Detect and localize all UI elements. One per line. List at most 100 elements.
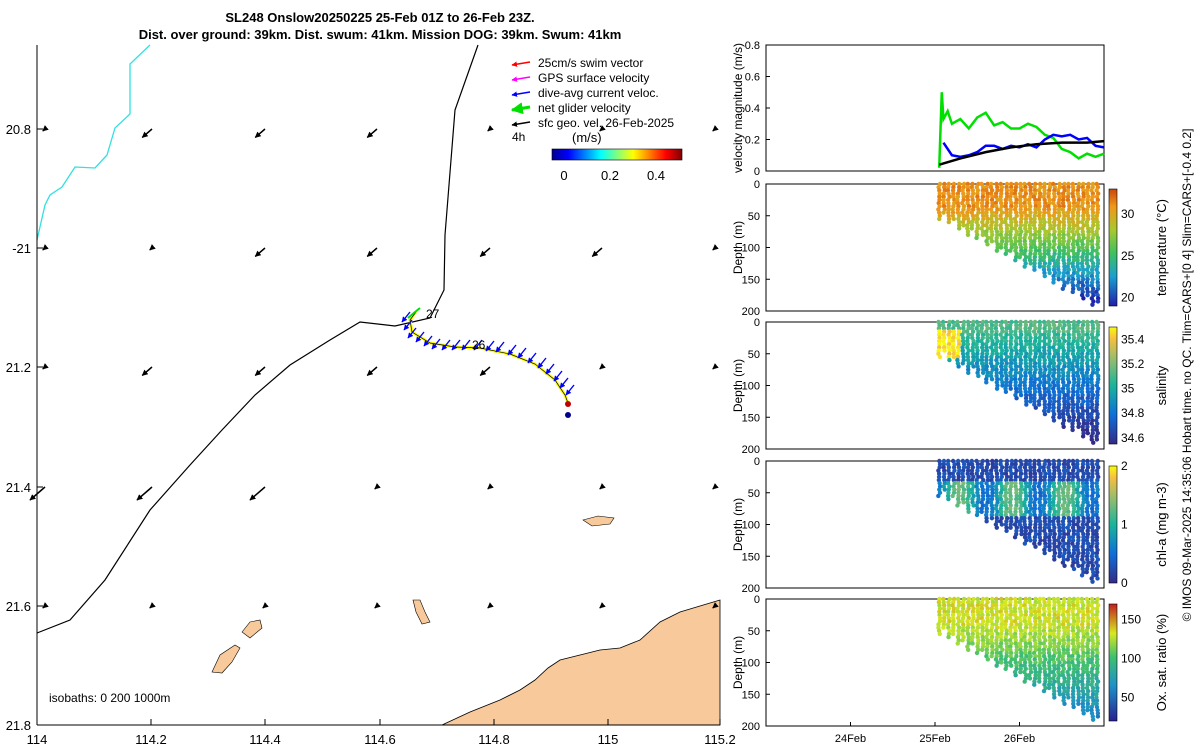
profile-data-point	[1019, 512, 1024, 518]
profile-data-point	[1060, 386, 1066, 391]
profile-data-point	[1055, 615, 1061, 621]
profile-data-point	[1047, 392, 1052, 398]
profile-data-point	[984, 647, 989, 652]
profile-data-point	[951, 619, 956, 624]
profile-data-point	[1008, 506, 1013, 511]
geo-velocity-arrow	[712, 244, 719, 251]
depth-axis-label: Depth (m)	[731, 221, 745, 274]
profile-data-point	[1056, 625, 1061, 630]
profile-data-point	[974, 512, 980, 518]
profile-data-point	[1046, 647, 1051, 652]
profile-data-point	[961, 213, 967, 218]
profile-data-point	[941, 468, 947, 473]
profile-data-point	[1080, 682, 1085, 687]
profile-data-point	[1094, 550, 1100, 556]
profile-data-point	[1066, 357, 1072, 363]
profile-data-point	[990, 461, 995, 467]
profile-data-point	[1095, 351, 1101, 356]
profile-data-point	[1052, 688, 1057, 694]
profile-data-point	[1091, 424, 1096, 429]
profile-data-point	[965, 210, 970, 215]
profile-data-point	[966, 370, 971, 375]
profile-data-point	[1008, 663, 1014, 668]
profile-data-point	[984, 204, 989, 209]
profile-data-point	[1085, 326, 1090, 331]
map-y-tick-label: 20.8	[6, 122, 31, 137]
profile-data-point	[1071, 411, 1076, 417]
profile-data-point	[1095, 634, 1100, 640]
profile-data-point	[1056, 405, 1061, 410]
current-vector	[507, 344, 517, 356]
profile-data-point	[999, 357, 1004, 363]
profile-data-point	[1081, 631, 1086, 637]
profile-data-point	[1004, 380, 1009, 385]
profile-data-point	[1090, 335, 1096, 341]
profile-data-point	[971, 338, 976, 344]
profile-data-point	[1004, 612, 1010, 618]
profile-data-point	[1004, 528, 1009, 534]
geo-velocity-arrow	[487, 125, 494, 132]
legend-swatch	[511, 121, 531, 127]
profile-data-point	[1051, 273, 1056, 279]
profile-data-point	[1071, 566, 1077, 572]
profile-data-point	[1041, 647, 1047, 652]
profile-data-point	[1032, 535, 1038, 540]
profile-data-point	[966, 638, 971, 643]
profile-data-point	[964, 458, 970, 464]
profile-data-point	[1051, 619, 1057, 624]
profile-data-point	[1081, 235, 1087, 241]
profile-data-point	[1090, 647, 1095, 652]
profile-data-point	[1071, 326, 1077, 331]
profile-data-point	[975, 191, 980, 196]
profile-data-point	[1004, 191, 1010, 196]
profile-data-point	[1094, 213, 1100, 218]
profile-data-point	[1041, 503, 1047, 508]
profile-data-point	[946, 213, 951, 218]
profile-data-point	[1028, 364, 1033, 369]
profile-data-point	[1052, 207, 1057, 212]
geo-velocity-arrow	[254, 366, 266, 377]
profile-data-point	[1094, 625, 1099, 630]
map-x-tick-label: 114.6	[364, 732, 396, 747]
profile-data-point	[1057, 389, 1062, 395]
profile-data-point	[946, 490, 951, 495]
depth-axis-label: Depth (m)	[731, 359, 745, 412]
profile-data-point	[993, 465, 999, 470]
profile-data-point	[1085, 376, 1090, 382]
profile-data-point	[999, 622, 1004, 627]
profile-data-point	[1013, 380, 1018, 385]
profile-data-point	[956, 487, 961, 492]
profile-data-point	[1024, 622, 1029, 627]
profile-data-point	[965, 188, 971, 193]
profile-data-point	[1022, 512, 1027, 518]
profile-data-point	[984, 515, 989, 521]
profile-data-point	[1046, 685, 1052, 691]
profile-data-point	[984, 345, 989, 350]
profile-data-point	[1043, 676, 1048, 681]
profile-data-point	[1061, 254, 1066, 260]
profile-data-point	[1065, 383, 1070, 388]
profile-data-point	[1042, 550, 1047, 556]
profile-data-point	[1032, 213, 1038, 218]
profile-data-point	[1017, 493, 1023, 499]
profile-data-point	[1066, 332, 1071, 337]
profile-data-point	[1023, 370, 1028, 375]
profile-data-point	[1056, 628, 1061, 633]
profile-data-point	[961, 461, 967, 467]
profile-data-point	[1018, 204, 1024, 209]
geo-velocity-arrow	[479, 247, 491, 258]
profile-data-point	[985, 615, 990, 621]
profile-colorbar	[1108, 326, 1118, 445]
profile-data-point	[1033, 596, 1038, 602]
profile-data-point	[1090, 644, 1096, 649]
profile-data-point	[1028, 399, 1033, 404]
profile-data-point	[941, 191, 946, 196]
profile-data-point	[979, 326, 984, 331]
profile-data-point	[1009, 481, 1014, 486]
profile-data-point	[1070, 535, 1076, 540]
profile-data-point	[1047, 528, 1053, 534]
profile-data-point	[1003, 389, 1009, 395]
profile-data-point	[1057, 184, 1063, 190]
profile-data-point	[985, 638, 990, 643]
profile-data-point	[1095, 296, 1101, 301]
